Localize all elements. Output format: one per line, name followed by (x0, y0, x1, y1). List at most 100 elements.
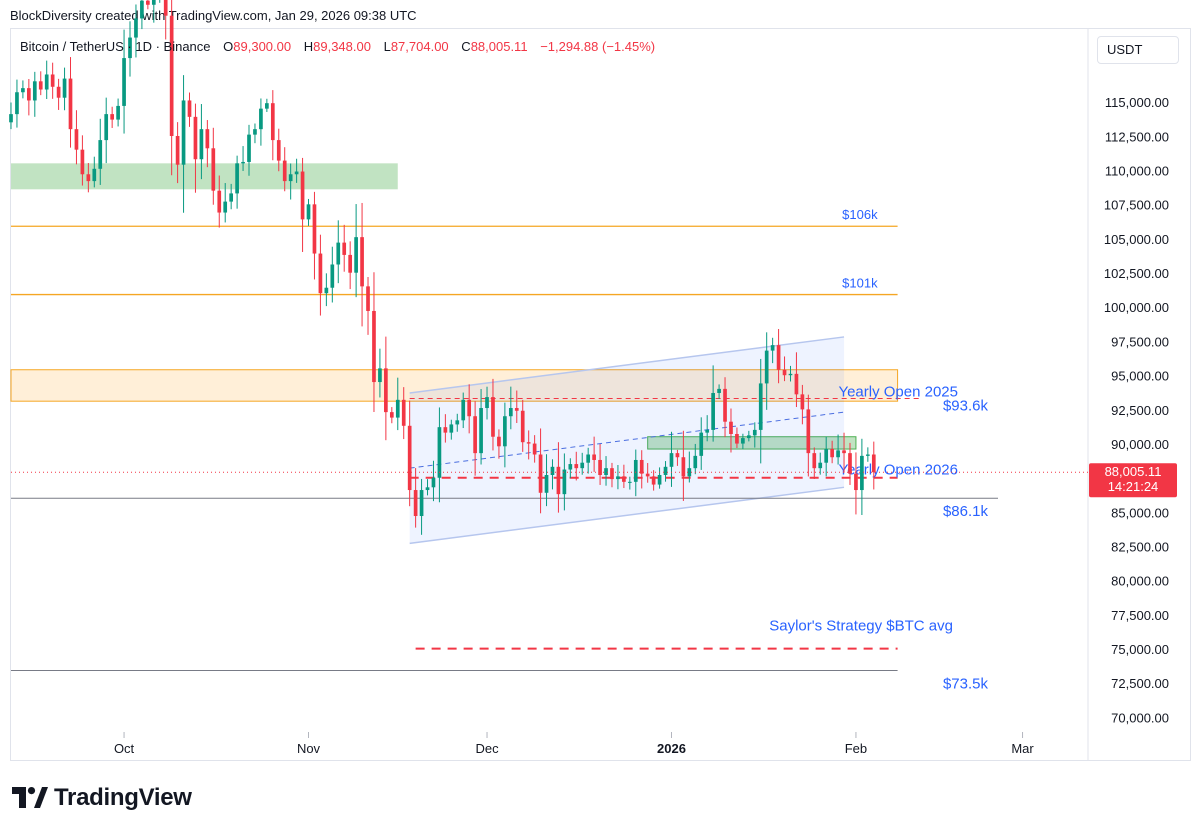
candle[interactable] (306, 198, 311, 226)
candle[interactable] (752, 422, 757, 448)
candle[interactable] (425, 479, 430, 496)
candle[interactable] (68, 57, 73, 148)
candle[interactable] (56, 78, 61, 110)
candle[interactable] (764, 332, 769, 410)
candle[interactable] (497, 429, 501, 459)
candle[interactable] (15, 79, 19, 128)
candle[interactable] (758, 358, 763, 464)
candle[interactable] (282, 147, 287, 192)
candle[interactable] (21, 80, 25, 99)
candle[interactable] (604, 456, 608, 486)
candle[interactable] (62, 67, 67, 111)
candle[interactable] (169, 0, 174, 176)
symbol-label[interactable]: Bitcoin / TetherUS · 1D · Binance (20, 39, 211, 54)
candle[interactable] (116, 98, 120, 127)
candle[interactable] (324, 273, 329, 307)
candle[interactable] (312, 191, 317, 280)
candle[interactable] (372, 272, 376, 413)
candle[interactable] (74, 110, 79, 165)
candle[interactable] (270, 90, 275, 161)
candle[interactable] (651, 470, 656, 491)
candle[interactable] (491, 378, 495, 451)
candle[interactable] (336, 220, 341, 284)
candle[interactable] (616, 465, 620, 490)
candle[interactable] (128, 21, 132, 77)
candle[interactable] (836, 434, 840, 465)
candle[interactable] (514, 390, 519, 424)
candle[interactable] (663, 461, 668, 482)
candle[interactable] (235, 155, 239, 209)
candle[interactable] (687, 451, 692, 483)
candle[interactable] (746, 430, 751, 442)
candle[interactable] (532, 435, 537, 463)
candle[interactable] (568, 458, 573, 479)
candle[interactable] (776, 328, 781, 384)
candle[interactable] (205, 120, 210, 168)
candle[interactable] (247, 124, 251, 176)
candle[interactable] (550, 459, 555, 490)
candle[interactable] (146, 0, 150, 10)
candle[interactable] (544, 454, 549, 507)
candle[interactable] (645, 463, 650, 483)
candle[interactable] (348, 241, 353, 290)
candle[interactable] (574, 451, 579, 481)
candle[interactable] (467, 384, 472, 434)
candle[interactable] (657, 467, 662, 489)
candle[interactable] (455, 413, 460, 432)
candle[interactable] (401, 387, 406, 440)
candle[interactable] (508, 386, 513, 430)
candle[interactable] (723, 377, 727, 438)
candle[interactable] (395, 377, 400, 431)
candle[interactable] (729, 408, 733, 453)
candle[interactable] (735, 427, 739, 448)
candle[interactable] (32, 71, 37, 117)
candle[interactable] (562, 453, 567, 511)
candle[interactable] (98, 118, 103, 185)
candle[interactable] (158, 0, 162, 3)
candle[interactable] (556, 442, 561, 513)
candle[interactable] (526, 430, 531, 460)
candle[interactable] (485, 386, 489, 420)
candle[interactable] (318, 234, 323, 316)
candle[interactable] (520, 399, 525, 452)
candle[interactable] (187, 92, 192, 127)
candle[interactable] (806, 394, 811, 477)
candle[interactable] (134, 4, 138, 58)
candle[interactable] (865, 447, 870, 462)
candle[interactable] (92, 156, 97, 188)
candle[interactable] (479, 389, 483, 465)
candle[interactable] (711, 365, 715, 442)
candle[interactable] (669, 431, 674, 487)
candle[interactable] (633, 449, 638, 497)
candle[interactable] (871, 441, 876, 490)
candle[interactable] (229, 183, 234, 210)
candle[interactable] (241, 146, 245, 171)
candle[interactable] (253, 123, 257, 144)
candle[interactable] (288, 163, 293, 200)
tradingview-logo[interactable]: TradingView (12, 784, 192, 812)
candle[interactable] (580, 452, 585, 475)
candle[interactable] (860, 438, 864, 516)
candle[interactable] (413, 468, 418, 528)
candle[interactable] (627, 476, 632, 490)
candle[interactable] (431, 460, 436, 502)
candle[interactable] (211, 127, 216, 205)
candle[interactable] (598, 444, 602, 485)
candle[interactable] (705, 415, 710, 442)
candle[interactable] (300, 157, 305, 252)
candle[interactable] (824, 436, 829, 477)
candle[interactable] (461, 392, 466, 429)
candle[interactable] (193, 103, 198, 193)
candle[interactable] (378, 348, 382, 398)
candle[interactable] (360, 202, 364, 327)
candle[interactable] (294, 158, 299, 183)
candle[interactable] (681, 430, 686, 501)
candle[interactable] (639, 450, 644, 489)
candle[interactable] (782, 356, 787, 382)
candle[interactable] (538, 428, 543, 514)
candle[interactable] (217, 175, 222, 228)
candle[interactable] (140, 0, 144, 30)
candle[interactable] (741, 433, 745, 450)
candle[interactable] (104, 97, 109, 164)
candle[interactable] (259, 98, 263, 146)
